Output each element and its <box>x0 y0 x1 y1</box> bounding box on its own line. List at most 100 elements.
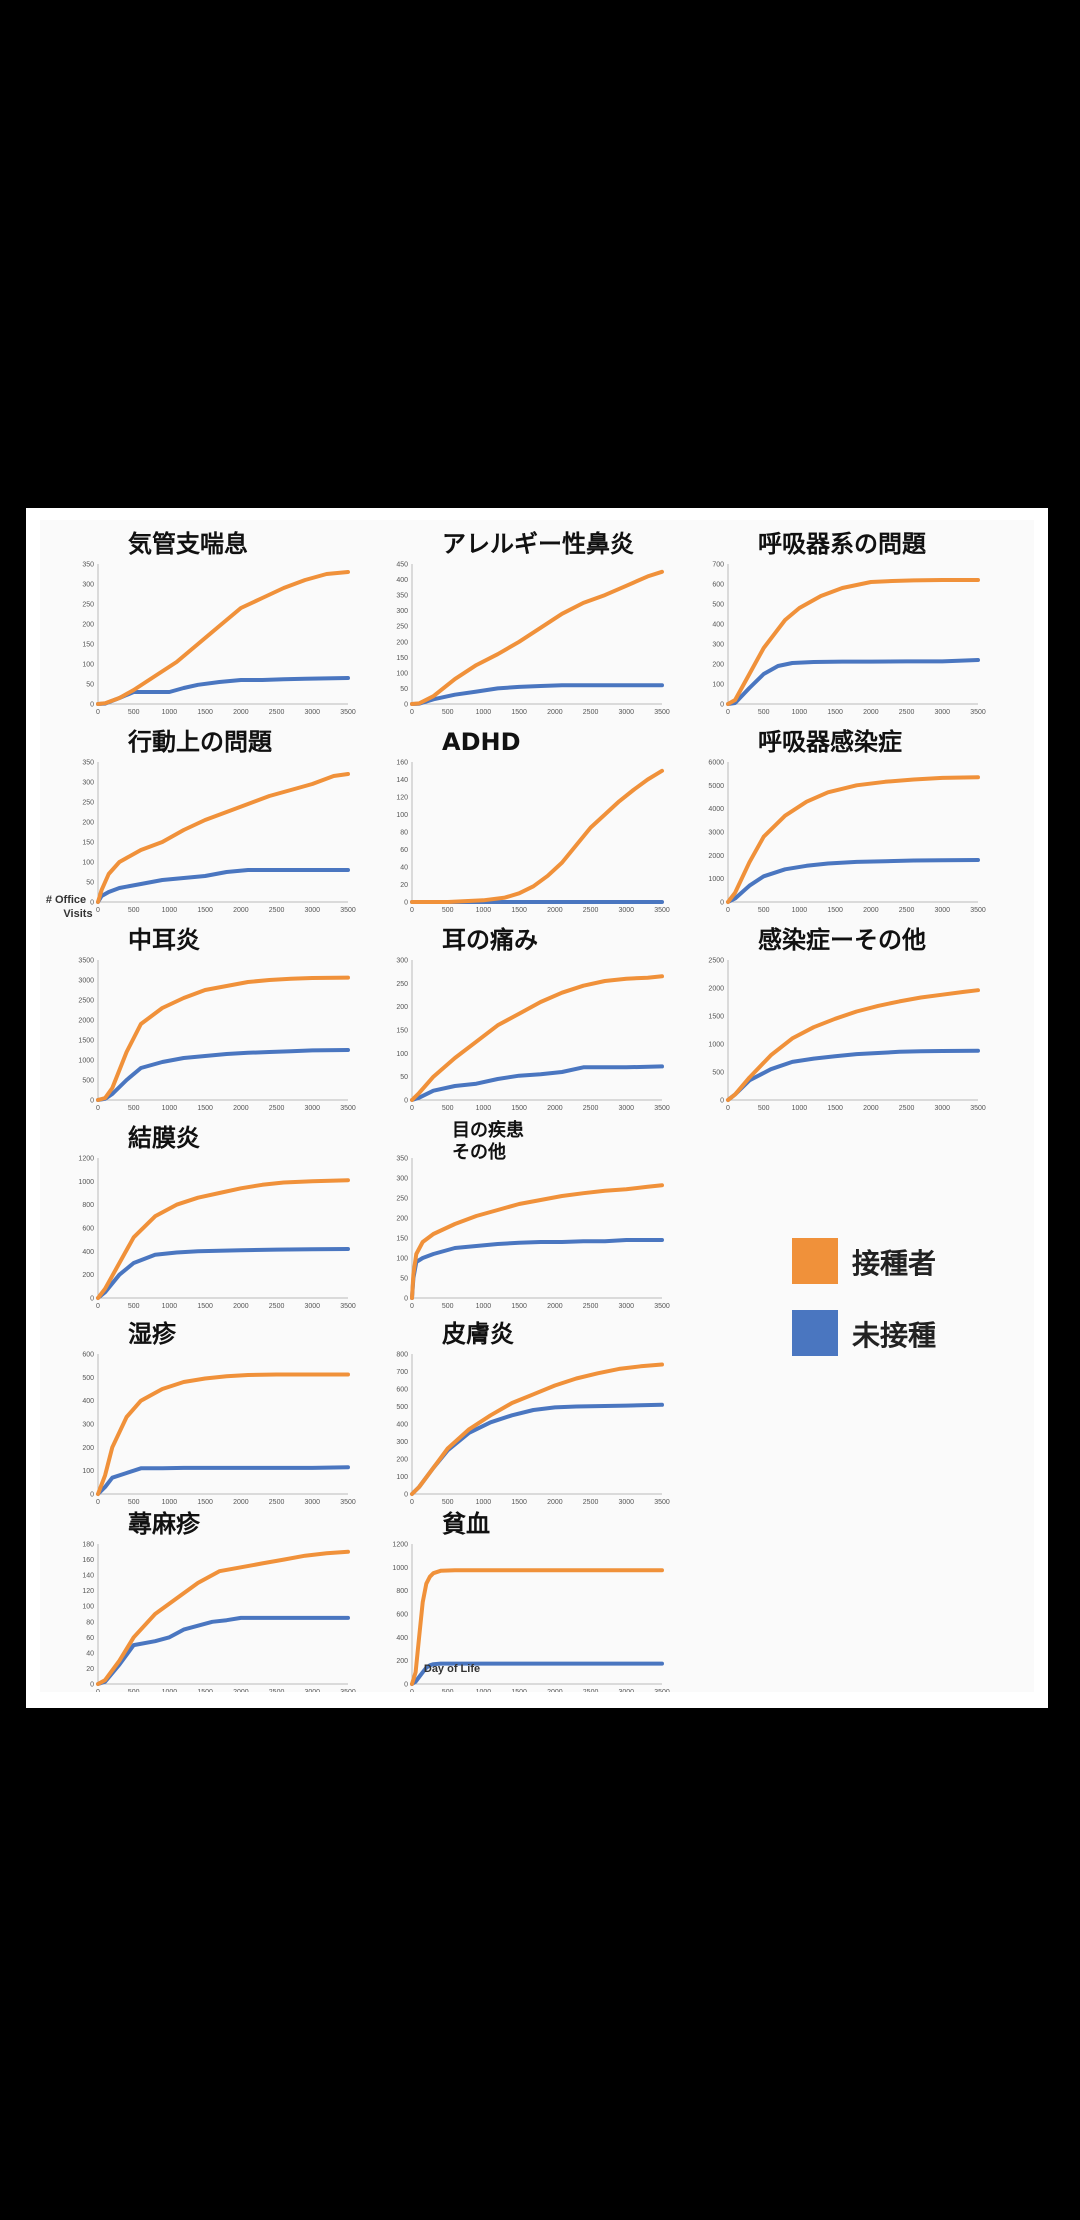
series-line-unvaccinated <box>410 1238 664 1300</box>
y-tick-label: 500 <box>712 602 724 609</box>
x-tick-label: 2500 <box>583 907 599 914</box>
series-line-vaccinated <box>410 1362 664 1496</box>
chart-title: 感染症ーその他 <box>758 926 926 954</box>
y-tick-label: 700 <box>712 562 724 569</box>
x-tick-label: 500 <box>442 1499 454 1506</box>
y-tick-label: 150 <box>396 1236 408 1243</box>
y-tick-label: 1200 <box>78 1156 94 1163</box>
y-tick-label: 160 <box>396 760 408 767</box>
chart-title: 蕁麻疹 <box>128 1510 201 1538</box>
y-tick-label: 200 <box>396 639 408 646</box>
y-tick-label: 500 <box>82 1078 94 1085</box>
x-tick-label: 2000 <box>863 907 879 914</box>
y-tick-label: 1000 <box>392 1565 408 1572</box>
x-tick-label: 2000 <box>233 1105 249 1112</box>
x-tick-label: 1500 <box>827 907 843 914</box>
y-tick-label: 20 <box>400 882 408 889</box>
chart-title: 呼吸器感染症 <box>758 728 902 756</box>
x-tick-label: 500 <box>128 1303 140 1310</box>
series-line-unvaccinated <box>96 868 350 904</box>
x-tick-label: 2000 <box>233 1499 249 1506</box>
chart-title: 気管支喘息 <box>128 530 248 558</box>
y-tick-label: 200 <box>396 1216 408 1223</box>
y-tick-label: 120 <box>82 1588 94 1595</box>
chart-panel-7: 中耳炎 0 500 1000 1500 2000 2500 3000 3500 0 500 1000 1… <box>78 926 355 1112</box>
x-tick-label: 2000 <box>863 1105 879 1112</box>
series-line-vaccinated <box>726 988 980 1102</box>
x-tick-label: 3500 <box>654 709 670 716</box>
y-tick-label: 200 <box>712 662 724 669</box>
y-tick-label: 400 <box>396 1635 408 1642</box>
y-tick-label: 40 <box>400 865 408 872</box>
x-tick-label: 1500 <box>511 907 527 914</box>
x-tick-label: 3000 <box>618 1499 634 1506</box>
y-tick-label: 300 <box>396 958 408 965</box>
x-tick-label: 3000 <box>618 1303 634 1310</box>
x-tick-label: 3500 <box>654 907 670 914</box>
y-tick-label: 50 <box>400 1276 408 1283</box>
legend-swatch-vaccinated <box>792 1238 838 1284</box>
x-tick-label: 2000 <box>547 1303 563 1310</box>
y-tick-label: 200 <box>82 622 94 629</box>
chart-title: 結膜炎 <box>128 1124 200 1152</box>
x-tick-label: 1000 <box>792 709 808 716</box>
y-tick-label: 0 <box>90 1296 94 1303</box>
y-tick-label: 0 <box>90 1492 94 1499</box>
chart-panel-10: 結膜炎 0 200 400 600 800 1000 1200 0 500 1000 1500 2000… <box>78 1124 355 1310</box>
y-tick-label: 1000 <box>78 1058 94 1065</box>
x-tick-label: 0 <box>96 1105 100 1112</box>
x-tick-label: 500 <box>758 907 770 914</box>
y-tick-label: 350 <box>396 593 408 600</box>
x-tick-label: 1500 <box>827 1105 843 1112</box>
y-tick-label: 140 <box>82 1573 94 1580</box>
x-tick-label: 1000 <box>792 1105 808 1112</box>
x-tick-label: 0 <box>410 1689 414 1692</box>
y-tick-label: 350 <box>82 760 94 767</box>
y-tick-label: 100 <box>82 1468 94 1475</box>
series-line-unvaccinated <box>96 1465 350 1496</box>
y-tick-label: 0 <box>720 900 724 907</box>
x-tick-label: 1000 <box>476 1105 492 1112</box>
y-tick-label: 100 <box>82 662 94 669</box>
y-tick-label: 0 <box>404 702 408 709</box>
y-tick-label: 3000 <box>708 830 724 837</box>
chart-panel-5: ADHD 0 20 40 60 80 100 120 140 160 0 500 1000 1500 200… <box>396 728 670 914</box>
chart-title: 貧血 <box>442 1510 490 1538</box>
chart-title: 行動上の問題 <box>127 728 273 756</box>
chart-panel-13: 皮膚炎 0 100 200 300 400 500 600 700 800 0 500 1000 1500… <box>396 1320 670 1506</box>
x-tick-label: 3500 <box>654 1303 670 1310</box>
series-line-unvaccinated <box>410 683 664 706</box>
y-tick-label: 800 <box>396 1588 408 1595</box>
x-tick-label: 2500 <box>583 1105 599 1112</box>
x-tick-label: 1000 <box>476 1689 492 1692</box>
y-tick-label: 140 <box>396 777 408 784</box>
x-tick-label: 3500 <box>340 709 356 716</box>
series-line-vaccinated <box>410 569 664 706</box>
y-tick-label: 80 <box>86 1619 94 1626</box>
x-tick-label: 2500 <box>583 1689 599 1692</box>
y-tick-label: 6000 <box>708 760 724 767</box>
x-tick-label: 0 <box>726 907 730 914</box>
x-tick-label: 500 <box>128 1105 140 1112</box>
y-tick-label: 400 <box>82 1398 94 1405</box>
y-tick-label: 400 <box>396 577 408 584</box>
x-tick-label: 0 <box>96 1689 100 1692</box>
x-tick-label: 1500 <box>827 709 843 716</box>
series-line-vaccinated <box>96 975 350 1102</box>
y-tick-label: 350 <box>396 1156 408 1163</box>
y-tick-label: 1000 <box>78 1179 94 1186</box>
y-tick-label: 350 <box>82 562 94 569</box>
x-tick-label: 3500 <box>340 1105 356 1112</box>
y-tick-label: 250 <box>396 981 408 988</box>
y-tick-label: 250 <box>396 1196 408 1203</box>
x-tick-label: 3000 <box>304 1689 320 1692</box>
x-tick-label: 500 <box>442 1303 454 1310</box>
chart-panel-2: アレルギー性鼻炎 0 50 100 150 200 250 300 350 400 450 0 500 1… <box>396 530 670 716</box>
x-tick-label: 3000 <box>934 1105 950 1112</box>
x-tick-label: 3000 <box>618 709 634 716</box>
y-tick-label: 0 <box>404 1098 408 1105</box>
series-line-unvaccinated <box>96 1048 350 1102</box>
x-tick-label: 2000 <box>547 1689 563 1692</box>
y-tick-label: 0 <box>720 1098 724 1105</box>
